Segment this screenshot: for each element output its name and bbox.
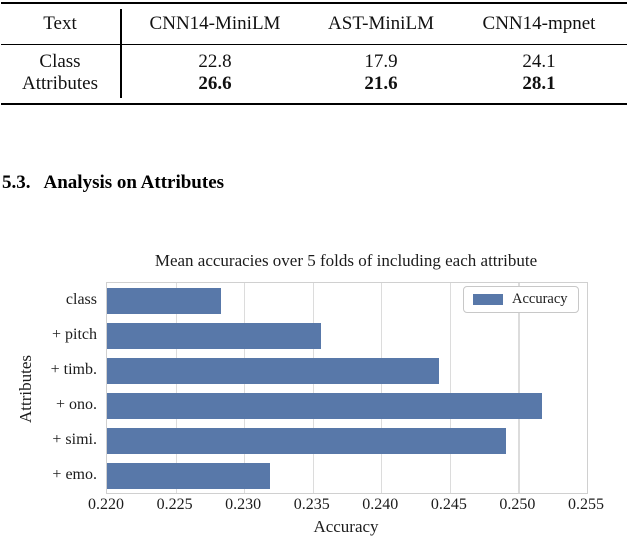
table-cell: 21.6: [364, 73, 398, 94]
x-tick-label: 0.220: [88, 496, 124, 513]
y-tick-label: + ono.: [55, 396, 97, 413]
results-table: Text CNN14-MiniLM AST-MiniLM CNN14-mpnet…: [1, 2, 627, 105]
bar-pitch: [107, 322, 321, 349]
table-header-text: Text: [43, 13, 77, 34]
x-tick-label: 0.255: [568, 496, 604, 513]
section-number: 5.3.: [2, 172, 31, 193]
x-tick-label: 0.230: [225, 496, 262, 513]
chart-title: Mean accuracies over 5 folds of includin…: [154, 251, 538, 270]
section-title: Analysis on Attributes: [43, 172, 225, 193]
x-tick-label: 0.250: [499, 496, 536, 513]
gridline: [175, 283, 177, 493]
table-header-cnn14-mpnet: CNN14-mpnet: [482, 13, 596, 34]
table-column-divider: [120, 9, 122, 98]
bar-class: [107, 287, 221, 314]
bar-timb: [107, 357, 439, 384]
table-cell: 22.8: [198, 51, 232, 72]
y-tick-label: + emo.: [52, 466, 97, 483]
y-tick-label: class: [65, 291, 97, 308]
table-cell: 28.1: [522, 73, 556, 94]
x-tick-label: 0.240: [362, 496, 399, 513]
y-tick-label: + timb.: [50, 361, 97, 378]
gridline: [312, 283, 314, 493]
table-header-row: Text CNN14-MiniLM AST-MiniLM CNN14-mpnet: [1, 4, 627, 45]
plot-area: [106, 282, 588, 494]
gridline: [449, 283, 452, 493]
table-header-cnn14-minilm: CNN14-MiniLM: [149, 13, 281, 34]
table-cell: 26.6: [198, 73, 232, 94]
y-tick-label: + pitch: [51, 326, 97, 343]
bar-ono: [107, 392, 542, 419]
table-cell: 17.9: [364, 51, 398, 72]
y-tick-labels: class + pitch + timb. + ono. + simi. + emo.: [0, 282, 97, 492]
y-tick-label: + simi.: [52, 431, 97, 448]
table-row: Attributes 26.6 21.6 28.1: [1, 73, 627, 95]
row-label: Class: [39, 51, 81, 72]
x-tick-label: 0.245: [430, 496, 467, 513]
table-cell: 24.1: [522, 51, 556, 72]
table-body: Class 22.8 17.9 24.1 Attributes 26.6 21.…: [1, 45, 627, 103]
bar-emo: [107, 462, 271, 489]
y-axis-label: Attributes: [16, 355, 35, 423]
chart-legend: Accuracy: [463, 286, 579, 313]
x-tick-label: 0.225: [156, 496, 193, 513]
legend-swatch-icon: [473, 294, 503, 305]
legend-label: Accuracy: [512, 291, 568, 307]
bar-simi: [107, 427, 507, 454]
gridline: [244, 283, 246, 493]
table-header-ast-minilm: AST-MiniLM: [328, 13, 434, 34]
gridline: [518, 283, 520, 493]
x-tick-label: 0.235: [293, 496, 330, 513]
gridline: [381, 283, 383, 493]
row-label: Attributes: [22, 73, 98, 94]
table-row: Class 22.8 17.9 24.1: [1, 51, 627, 73]
x-axis-label: Accuracy: [313, 517, 379, 536]
section-heading: 5.3. Analysis on Attributes: [2, 172, 224, 194]
